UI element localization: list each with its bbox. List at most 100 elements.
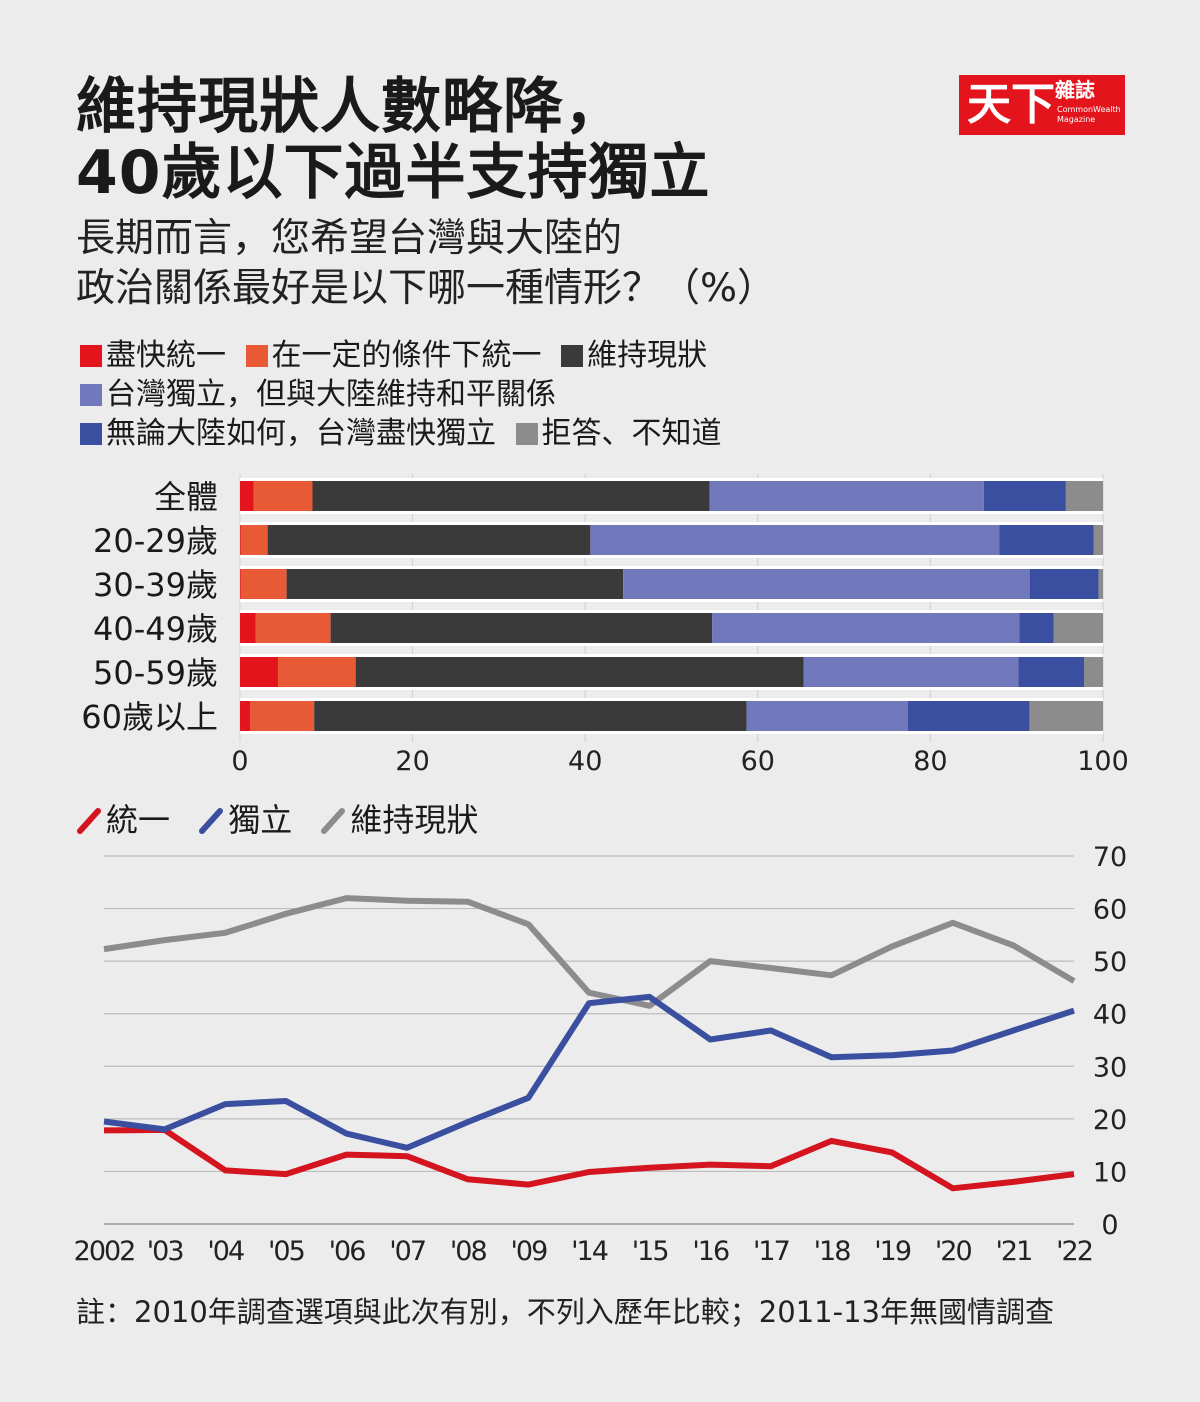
bar-x-tick-label: 80: [913, 746, 947, 777]
bar-segment: [590, 525, 1000, 555]
bar-segment: [712, 613, 1020, 643]
bar-category-label: 50-59歲: [93, 654, 218, 692]
line-chart-legend: 統一 獨立 維持現狀: [76, 798, 496, 842]
line-legend-label: 獨立: [228, 801, 293, 839]
line-y-tick-label: 10: [1093, 1157, 1127, 1188]
bar-segment: [355, 657, 804, 687]
bar-segment: [277, 657, 356, 687]
bar-category-label: 全體: [154, 478, 218, 516]
line-x-tick-label: '04: [207, 1236, 244, 1267]
commonwealth-logo: 天下 雜誌 CommonWealth Magazine: [959, 75, 1125, 135]
page-title: 維持現狀人數略降， 40歲以下過半支持獨立: [76, 74, 711, 206]
line-x-tick-label: 2002: [74, 1236, 135, 1267]
legend-item-unify-conditional: 在一定的條件下統一: [245, 336, 542, 375]
bar-segment: [1029, 701, 1103, 731]
legend-label: 拒答、不知道: [541, 416, 722, 451]
bar-category-label: 40-49歲: [93, 610, 218, 648]
bar-segment: [746, 701, 908, 731]
line-x-tick-label: '17: [753, 1236, 789, 1267]
line-y-tick-label: 40: [1093, 1000, 1127, 1031]
bar-segment: [240, 525, 241, 555]
line-x-tick-label: '19: [874, 1236, 911, 1267]
bar-segment: [240, 613, 256, 643]
line-y-tick-label: 70: [1093, 842, 1127, 873]
legend-swatch: [80, 345, 102, 367]
bar-category-label: 30-39歲: [93, 566, 218, 604]
line-y-tick-label: 60: [1093, 895, 1127, 926]
bar-segment: [709, 481, 984, 511]
title-line-2: 40歲以下過半支持獨立: [76, 138, 711, 208]
bar-category-label: 60歲以上: [81, 698, 218, 736]
legend-swatch: [80, 384, 102, 406]
legend-swatch: [515, 423, 538, 445]
line-x-tick-label: '16: [692, 1236, 729, 1267]
line-y-tick-label: 50: [1093, 947, 1127, 978]
footnote: 註：2010年調查選項與此次有別，不列入歷年比較；2011-13年無國情調查: [76, 1295, 1054, 1329]
stacked-bar-chart: 全體 20-29歲 30-39歲 40-49歲 50-59歲 60歲以上 0 20 40 60 80…: [81, 474, 1129, 777]
line-x-tick-label: '22: [1056, 1236, 1092, 1267]
line-legend-label: 統一: [106, 801, 171, 839]
legend-row-2: 台灣獨立，但與大陸維持和平關係: [80, 375, 732, 414]
legend-label: 維持現狀: [587, 338, 708, 373]
legend-item-unify-asap: 盡快統一: [80, 336, 226, 375]
legend-swatch: [80, 423, 102, 445]
legend-item-dont-know: 拒答、不知道: [515, 414, 722, 453]
bar-category-label: 20-29歲: [93, 522, 218, 560]
logo-main-text: 天下: [967, 79, 1055, 130]
line-x-tick-label: '05: [268, 1236, 304, 1267]
bar-x-tick-label: 100: [1077, 746, 1129, 777]
bar-segment: [1084, 657, 1103, 687]
title-line-1: 維持現狀人數略降，: [76, 72, 625, 142]
bar-segment: [240, 569, 287, 599]
bar-segment: [1053, 613, 1103, 643]
line-x-tick-label: '18: [814, 1236, 851, 1267]
legend-row-1: 盡快統一 在一定的條件下統一 維持現狀: [80, 336, 732, 375]
bar-segment: [314, 701, 747, 731]
line-y-tick-label: 0: [1101, 1210, 1118, 1241]
legend-label: 盡快統一: [106, 338, 226, 373]
line-x-tick-label: '20: [935, 1236, 972, 1267]
bar-segment: [999, 525, 1094, 555]
bar-segment: [240, 701, 251, 731]
legend-label: 台灣獨立，但與大陸維持和平關係: [106, 377, 556, 412]
line-legend-swatch: [77, 808, 101, 834]
logo-english-text: CommonWealth Magazine: [1057, 105, 1121, 124]
subtitle-line-2: 政治關係最好是以下哪一種情形？（%）: [76, 266, 777, 311]
line-legend-item-status-quo: 維持現狀: [320, 798, 478, 842]
legend-label: 在一定的條件下統一: [271, 338, 542, 373]
legend-swatch: [245, 345, 268, 367]
line-x-tick-label: '08: [450, 1236, 487, 1267]
line-legend-swatch: [321, 808, 346, 834]
bar-segment: [240, 481, 254, 511]
line-legend-item-unification: 統一: [76, 798, 170, 842]
line-x-tick-label: '03: [147, 1236, 184, 1267]
bar-segment: [240, 569, 241, 599]
line-y-tick-label: 20: [1093, 1105, 1127, 1136]
line-legend-swatch: [199, 808, 224, 834]
legend-label: 無論大陸如何，台灣盡快獨立: [106, 416, 496, 451]
line-x-tick-label: '15: [632, 1236, 668, 1267]
bar-segment: [1065, 481, 1103, 511]
line-chart: 0 10 20 30 40 50 60 70 2002 '03 '04 '05 '06 '07 '08 '09…: [74, 842, 1128, 1267]
bar-segment: [1029, 569, 1099, 599]
bar-segment: [1018, 657, 1085, 687]
series-line: [103, 1126, 1075, 1192]
bar-segment: [312, 481, 710, 511]
bar-segment: [286, 569, 624, 599]
logo-small-text: 雜誌: [1055, 78, 1095, 102]
line-x-tick-label: '21: [995, 1236, 1031, 1267]
bar-segment: [240, 657, 278, 687]
legend-item-independence-asap: 無論大陸如何，台灣盡快獨立: [80, 414, 496, 453]
bar-segment: [255, 613, 331, 643]
bar-segment: [240, 525, 268, 555]
bar-segment: [253, 481, 313, 511]
series-line: [103, 895, 1076, 1009]
bar-x-tick-label: 40: [568, 746, 602, 777]
legend-item-independence-peaceful: 台灣獨立，但與大陸維持和平關係: [80, 375, 556, 414]
bar-x-tick-label: 60: [741, 746, 775, 777]
bar-x-tick-label: 20: [395, 746, 429, 777]
line-x-tick-label: '09: [510, 1236, 547, 1267]
subtitle-line-1: 長期而言，您希望台灣與大陸的: [76, 216, 623, 261]
bar-segment: [983, 481, 1066, 511]
